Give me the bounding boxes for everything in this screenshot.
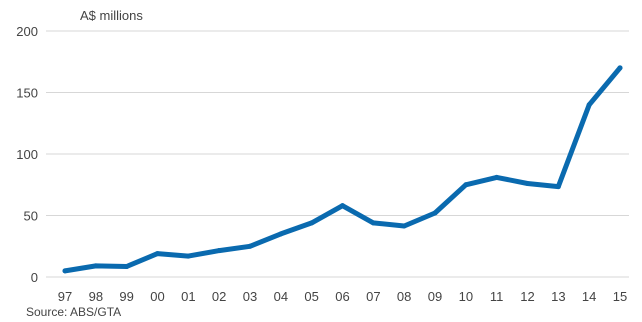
- data-point: [432, 210, 438, 216]
- x-tick-label: 14: [582, 289, 596, 304]
- data-point: [555, 184, 561, 190]
- data-point: [93, 263, 99, 269]
- y-axis-tick-labels: 0 50 100 150 200: [16, 24, 38, 285]
- x-tick-label: 00: [150, 289, 164, 304]
- y-tick-label: 100: [16, 147, 38, 162]
- series-layer: [62, 65, 623, 274]
- y-tick-label: 200: [16, 24, 38, 39]
- y-axis-unit-label: A$ millions: [80, 8, 143, 23]
- x-tick-label: 09: [428, 289, 442, 304]
- series-line: [62, 65, 623, 274]
- data-point: [525, 181, 530, 187]
- x-tick-label: 05: [304, 289, 318, 304]
- y-tick-label: 150: [16, 86, 38, 101]
- x-tick-label: 03: [243, 289, 257, 304]
- x-tick-label: 02: [212, 289, 226, 304]
- data-point: [278, 231, 284, 237]
- data-point: [247, 243, 253, 249]
- data-point: [124, 264, 130, 270]
- x-tick-label: 10: [459, 289, 473, 304]
- data-point: [463, 182, 469, 188]
- data-point: [586, 102, 592, 108]
- data-point: [309, 220, 315, 226]
- x-tick-label: 13: [551, 289, 565, 304]
- x-tick-label: 04: [274, 289, 288, 304]
- data-point: [155, 251, 160, 257]
- data-point: [216, 248, 222, 254]
- data-point: [617, 65, 623, 71]
- y-tick-label: 0: [31, 270, 38, 285]
- source-note: Source: ABS/GTA: [26, 305, 121, 319]
- x-tick-label: 06: [335, 289, 349, 304]
- y-tick-label: 50: [24, 209, 38, 224]
- data-point: [62, 268, 68, 274]
- x-tick-label: 12: [520, 289, 534, 304]
- data-point: [370, 220, 376, 226]
- data-point: [185, 253, 191, 259]
- data-point: [494, 174, 500, 180]
- x-tick-label: 98: [89, 289, 103, 304]
- x-axis-tick-labels: 97 98 99 00 01 02 03 04 05 06 07 08 09 10 11 12 13 14 15: [58, 289, 627, 304]
- x-tick-label: 01: [181, 289, 195, 304]
- data-point: [401, 223, 407, 229]
- data-point: [340, 203, 345, 209]
- x-tick-label: 15: [613, 289, 627, 304]
- x-tick-label: 97: [58, 289, 72, 304]
- x-tick-label: 08: [397, 289, 411, 304]
- x-tick-label: 99: [119, 289, 133, 304]
- x-tick-label: 07: [366, 289, 380, 304]
- x-tick-label: 11: [490, 289, 504, 304]
- gridlines: [46, 30, 629, 278]
